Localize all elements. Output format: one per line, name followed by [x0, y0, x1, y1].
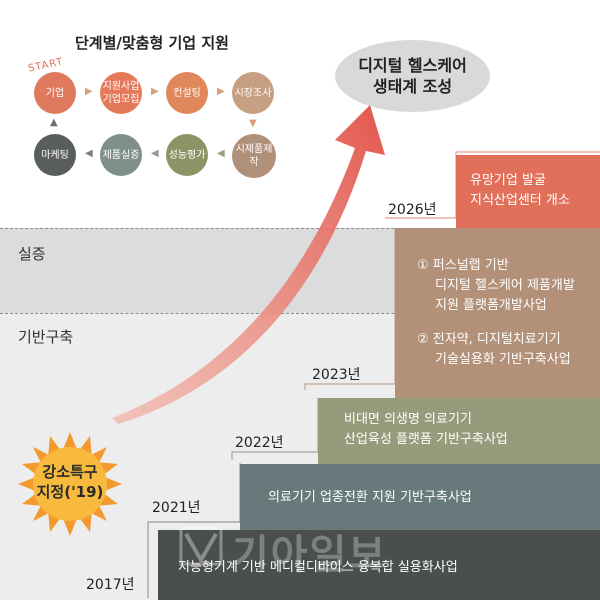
zone-label-infra: 기반구축 [18, 328, 74, 346]
arrow-left-icon: ◀ [217, 148, 225, 159]
goal-ellipse: 디지털 헬스케어 생태계 조성 [335, 40, 490, 112]
stage-2017-box: 지능형기계 기반 메디컬디바이스 융복합 실용화사업 [158, 530, 600, 600]
process-step-recruit: 지원사업 기업모집 [100, 72, 142, 114]
watermark-logo-icon [179, 526, 223, 566]
process-step-evaluation: 성능평가 [166, 134, 208, 176]
zone-divider-top [0, 228, 600, 229]
goal-line-2: 생태계 조성 [372, 77, 453, 96]
process-step-marketing: 마케팅 [34, 134, 76, 176]
arrow-left-icon: ◀ [151, 148, 159, 159]
process-step-company: 기업 [34, 72, 76, 114]
year-label-2023: 2023년 [312, 367, 361, 383]
zone-divider-bottom [0, 313, 600, 314]
process-step-label: 성능평가 [168, 149, 206, 161]
process-step-label: 컨설팅 [173, 87, 201, 99]
stage-2023-box: ① 퍼스널랩 기반 디지털 헬스케어 제품개발 지원 플랫폼개발사업 ② 전자약… [395, 228, 600, 398]
process-step-consulting: 컨설팅 [166, 72, 208, 114]
process-step-market-research: 시장조사 [232, 72, 274, 114]
process-step-label: 제품실증 [102, 149, 140, 161]
year-label-2022: 2022년 [235, 435, 284, 451]
process-title: 단계별/맞춤형 기업 지원 [75, 34, 229, 52]
arrow-right-icon: ▶ [151, 86, 159, 97]
arrow-left-icon: ◀ [85, 148, 93, 159]
sun-badge-icon [18, 432, 122, 536]
stage-2026-box: 유망기업 발굴 지식산업센터 개소 [456, 155, 600, 228]
stage-2026-line-1: 유망기업 발굴 [470, 173, 546, 188]
arrow-right-icon: ▶ [85, 86, 93, 97]
origin-badge-text: 강소특구 지정('19) [18, 462, 122, 502]
process-step-label: 시제품제작 [235, 144, 273, 168]
process-step-field-test: 제품실증 [100, 134, 142, 176]
stage-2023-line-5: 기술실용화 기반구축사업 [435, 352, 571, 367]
process-step-prototype: 시제품제작 [232, 134, 276, 178]
stage-2022-box: 비대면 의생명 의료기기 산업육성 플랫폼 기반구축사업 [318, 398, 600, 464]
stage-2017-line: 지능형기계 기반 메디컬디바이스 융복합 실용화사업 [178, 560, 458, 575]
process-step-label: 지원사업 기업모집 [102, 81, 140, 105]
stage-2022-line-1: 비대면 의생명 의료기기 [344, 412, 472, 427]
stage-2023-line-1: ① 퍼스널랩 기반 [417, 258, 509, 273]
year-label-2021: 2021년 [152, 500, 201, 516]
arrow-right-icon: ▶ [217, 86, 225, 97]
stage-2021-line: 의료기기 업종전환 지원 기반구축사업 [268, 490, 472, 505]
stage-2023-line-3: 지원 플랫폼개발사업 [435, 298, 547, 313]
watermark-text: 기아일보 [232, 532, 388, 578]
stage-2022-line-2: 산업육성 플랫폼 기반구축사업 [344, 432, 508, 447]
origin-line-2: 지정('19) [36, 483, 104, 501]
goal-line-1: 디지털 헬스케어 [358, 56, 467, 75]
zone-label-demo: 실증 [18, 245, 46, 263]
origin-line-1: 강소특구 [42, 463, 98, 481]
process-step-label: 기업 [45, 87, 65, 99]
stage-2023-line-4: ② 전자약, 디지털치료기기 [417, 332, 561, 347]
stage-2026-line-2: 지식산업센터 개소 [470, 193, 570, 208]
year-label-2017: 2017년 [86, 577, 135, 593]
process-step-label: 마케팅 [41, 149, 69, 161]
process-step-label: 시장조사 [234, 87, 272, 99]
stage-2021-box: 의료기기 업종전환 지원 기반구축사업 [240, 464, 600, 530]
stage-2023-line-2: 디지털 헬스케어 제품개발 [435, 278, 575, 293]
arrow-up-icon: ▲ [50, 117, 58, 128]
arrow-down-icon: ▼ [249, 118, 257, 129]
year-label-2026: 2026년 [388, 202, 437, 218]
